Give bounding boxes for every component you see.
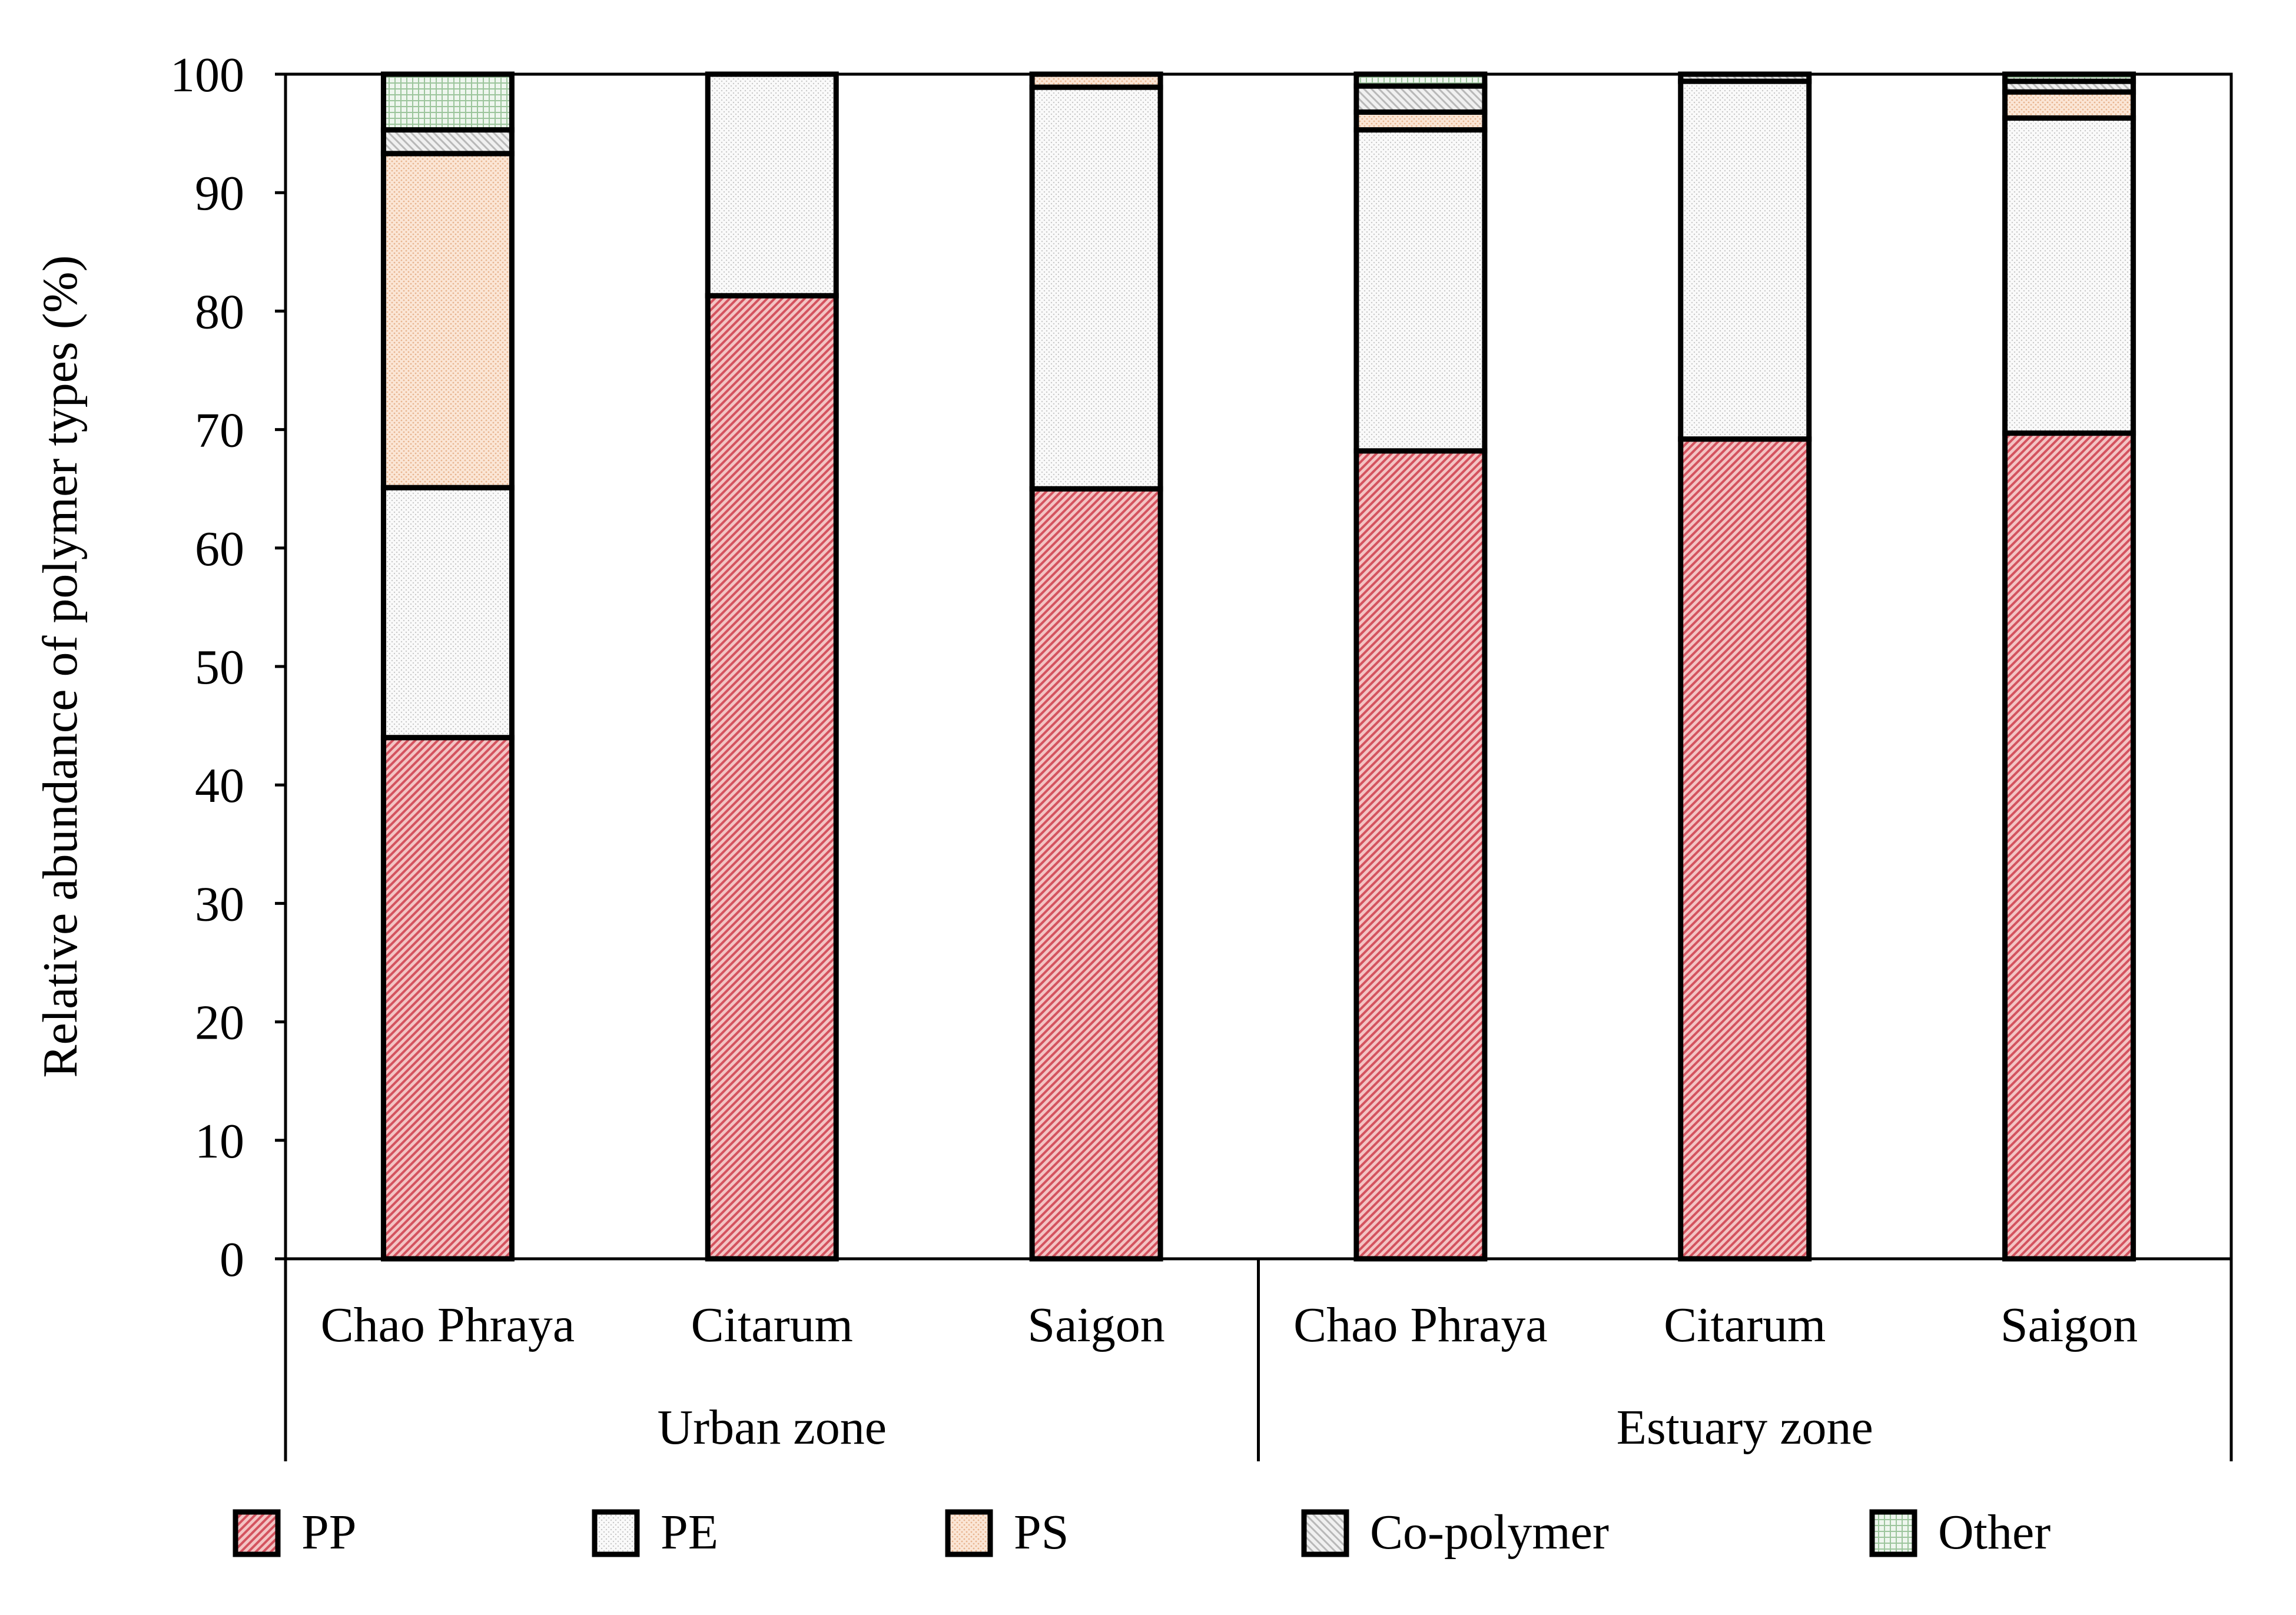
legend-item-other: Other [1869,1505,2051,1560]
legend-swatch-co-polymer [1301,1509,1349,1557]
bar-segment-pp-saigon [2002,430,2136,1262]
bar-segment-pe-chao-phraya [1353,127,1488,454]
bars [380,71,2136,1262]
y-tick-label-70: 70 [195,403,244,458]
bar-stack-1-chao-phraya [380,71,515,1262]
legend-label-other: Other [1938,1505,2051,1560]
legend: PP PE PS Co-polymer Other [233,1505,2051,1560]
bar-stack-6-saigon [2002,71,2136,1262]
bar-segment-pe-citarum [1678,78,1812,442]
legend-label-pe: PE [661,1505,718,1560]
bar-segment-ps-chao-phraya [380,151,515,490]
y-axis-label: Relative abundance of polymer types (%) [33,255,88,1077]
axes: 0 10 20 30 40 50 60 70 80 90 100 Relative abundance… [33,48,2233,1461]
bar-segment-other-chao-phraya [380,71,515,133]
legend-swatch-other [1869,1509,1917,1557]
y-tick-label-60: 60 [195,522,244,576]
bar-segment-ps-saigon [1029,71,1163,90]
legend-label-ps: PS [1014,1505,1069,1560]
bar-segment-pe-saigon [2002,115,2136,436]
x-group-label-urban-zone: Urban zone [658,1400,887,1455]
bar-stack-5-citarum [1678,71,1812,1262]
bar-stack-4-chao-phraya [1353,71,1488,1262]
x-category-label-3: Saigon [1027,1298,1164,1352]
bar-stack-2-citarum [705,71,839,1262]
bar-segment-ps-saigon [2002,89,2136,121]
y-tick-label-30: 30 [195,877,244,931]
legend-swatch-pe [592,1509,640,1557]
bar-stack-3-saigon [1029,71,1163,1262]
legend-item-pe: PE [592,1505,718,1560]
bar-segment-pe-saigon [1029,84,1163,492]
legend-label-pp: PP [301,1505,356,1560]
legend-label-co-polymer: Co-polymer [1370,1505,1609,1560]
bar-segment-co-polymer-citarum [1678,71,1812,84]
y-tick-label-40: 40 [195,758,244,813]
y-tick-label-100: 100 [170,48,244,102]
y-tick-label-20: 20 [195,996,244,1050]
bar-segment-co-polymer-chao-phraya [1353,83,1488,115]
x-group-label-estuary-zone: Estuary zone [1617,1400,1873,1455]
plot-area-border [284,72,2233,1261]
y-tick-label-10: 10 [195,1114,244,1169]
legend-swatch-ps [945,1509,993,1557]
x-category-label-6: Saigon [2000,1298,2138,1352]
x-category-label-5: Citarum [1664,1298,1826,1352]
bar-segment-pp-chao-phraya [1353,448,1488,1262]
bar-segment-pe-chao-phraya [380,485,515,741]
bar-segment-pe-citarum [705,71,839,299]
legend-swatch-pp [233,1509,281,1557]
bar-segment-other-saigon [2002,71,2136,84]
x-category-label-1: Chao Phraya [321,1298,575,1352]
bar-segment-pp-citarum [705,293,839,1262]
bar-segment-ps-chao-phraya [1353,109,1488,133]
bar-segment-other-chao-phraya [1353,71,1488,89]
bar-segment-pp-saigon [1029,486,1163,1262]
plot-frame [284,72,2233,1261]
bar-segment-co-polymer-chao-phraya [380,127,515,157]
y-tick-label-90: 90 [195,166,244,221]
bar-segment-pp-citarum [1678,436,1812,1262]
y-tick-label-80: 80 [195,284,244,339]
bar-segment-pp-chao-phraya [380,735,515,1262]
legend-item-co-polymer: Co-polymer [1301,1505,1609,1560]
x-category-label-2: Citarum [691,1298,853,1352]
y-tick-label-0: 0 [220,1232,244,1287]
legend-item-pp: PP [233,1505,356,1560]
legend-item-ps: PS [945,1505,1069,1560]
y-tick-label-50: 50 [195,640,244,695]
x-category-label-4: Chao Phraya [1293,1298,1548,1352]
